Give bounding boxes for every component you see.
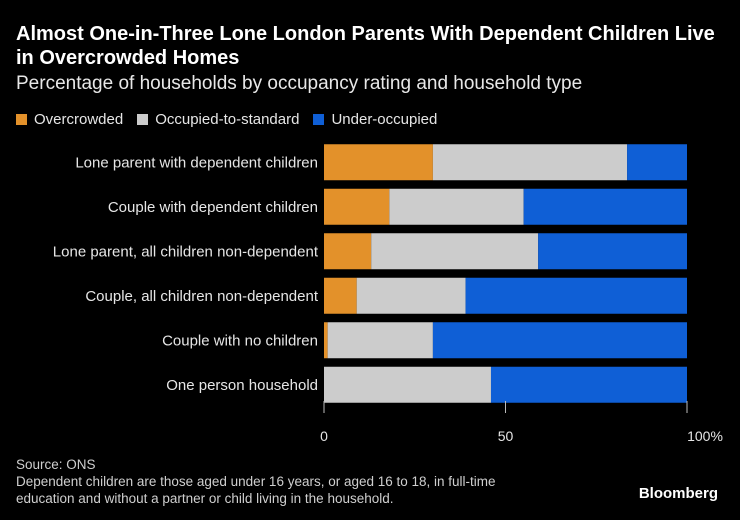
bar-segment-under-occupied xyxy=(523,188,687,225)
category-label: One person household xyxy=(166,377,318,394)
category-label: Couple with dependent children xyxy=(108,199,318,216)
x-tick-label: 100% xyxy=(687,428,723,444)
bar-segment-overcrowded xyxy=(324,144,433,181)
bar-segment-overcrowded xyxy=(324,322,328,359)
x-tick-label: 0 xyxy=(320,428,328,444)
bar-segment-under-occupied xyxy=(465,277,687,314)
bar-segment-overcrowded xyxy=(324,188,390,225)
legend-swatch-overcrowded xyxy=(16,114,27,125)
bar-segment-occupied-to-standard xyxy=(432,144,628,181)
bar-segment-overcrowded xyxy=(324,277,357,314)
chart-title: Almost One-in-Three Lone London Parents … xyxy=(16,23,715,69)
legend-item-under-occupied: Under-occupied xyxy=(313,111,437,128)
category-label: Couple with no children xyxy=(162,332,318,349)
footnote: Dependent children are those aged under … xyxy=(16,474,496,506)
footer: Source: ONS Dependent children are those… xyxy=(16,456,556,507)
bar-segment-occupied-to-standard xyxy=(324,366,491,403)
legend-label-occupied-to-standard: Occupied-to-standard xyxy=(155,111,300,128)
legend-label-under-occupied: Under-occupied xyxy=(331,111,438,128)
legend: Overcrowded Occupied-to-standard Under-o… xyxy=(16,111,451,128)
legend-swatch-occupied-to-standard xyxy=(137,114,149,125)
legend-label-overcrowded: Overcrowded xyxy=(34,111,124,128)
legend-swatch-under-occupied xyxy=(313,114,325,125)
x-tick-label: 50 xyxy=(498,428,514,444)
source-note: Source: ONS xyxy=(16,457,96,472)
bar-segment-occupied-to-standard xyxy=(356,277,466,314)
chart-subtitle: Percentage of households by occupancy ra… xyxy=(16,73,583,94)
legend-item-overcrowded: Overcrowded xyxy=(16,111,123,128)
bar-segment-under-occupied xyxy=(538,233,687,270)
bar-segment-under-occupied xyxy=(490,366,687,403)
category-label: Couple, all children non-dependent xyxy=(85,288,319,305)
legend-item-occupied-to-standard: Occupied-to-standard xyxy=(137,111,299,128)
category-label: Lone parent, all children non-dependent xyxy=(53,243,319,260)
bar-segment-under-occupied xyxy=(627,144,687,181)
category-label: Lone parent with dependent children xyxy=(75,154,318,171)
stacked-bar-chart: Lone parent with dependent children Coupl… xyxy=(53,144,723,444)
bar-segment-occupied-to-standard xyxy=(389,188,524,225)
bar-segment-under-occupied xyxy=(432,322,687,359)
bar-segment-occupied-to-standard xyxy=(327,322,433,359)
bar-segment-occupied-to-standard xyxy=(371,233,539,270)
bar-segment-overcrowded xyxy=(324,233,372,270)
bloomberg-logo: Bloomberg xyxy=(638,485,718,502)
